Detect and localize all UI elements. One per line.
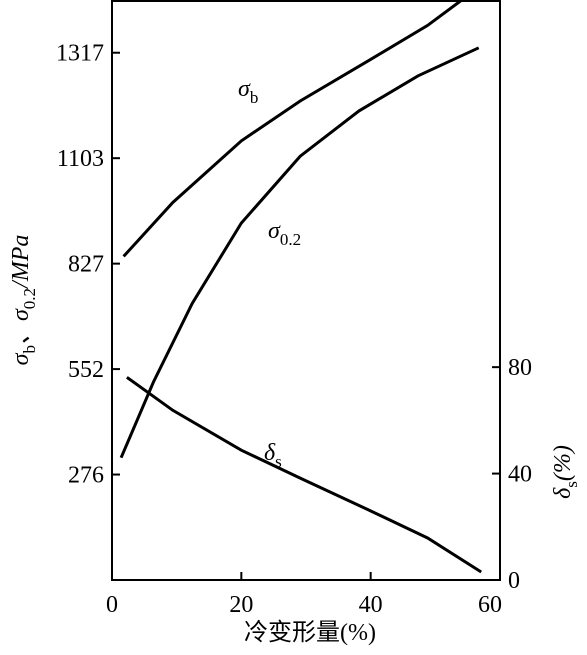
label-part: /MPa [8,235,34,290]
curve [126,376,483,574]
x-tick-label: 0 [106,592,118,618]
x-tick-label: 20 [229,592,253,618]
y2-axis-label: δs(%) [550,445,581,499]
curve-label: δs [264,440,282,471]
label-part: 0.2 [280,230,301,249]
label-part: σ [238,76,251,102]
y-tick-label: 276 [68,463,104,489]
y-tick-label: 1103 [57,146,104,172]
label-part: δ [550,487,576,499]
y-axis-label: σb、σ0.2/MPa [8,235,39,366]
label-part: b [20,345,39,354]
x-tick-label: 60 [478,592,502,618]
y2-tick-label: 40 [508,462,532,488]
label-part: σ [8,352,34,365]
x-tick-label: 40 [359,592,383,618]
y-tick-label: 1317 [56,41,104,67]
curve [119,46,480,459]
curve-label: σ0.2 [268,218,301,249]
x-axis-label: 冷变形量(%) [244,619,376,646]
label-part: σ [268,218,281,244]
curve-label: σb [238,76,258,107]
y2-tick-label: 80 [508,355,532,381]
label-part: 、σ [8,308,34,345]
y-tick-label: 827 [68,252,104,278]
y-tick-label: 552 [68,357,104,383]
plot-frame [111,0,501,581]
label-part: b [250,88,259,107]
label-part: 0.2 [20,288,39,309]
label-part: δ [264,440,276,466]
label-part: s [562,481,581,488]
curve [122,0,463,258]
y2-tick-label: 0 [508,568,520,594]
label-part: (%) [550,445,576,481]
label-part: s [275,452,282,471]
